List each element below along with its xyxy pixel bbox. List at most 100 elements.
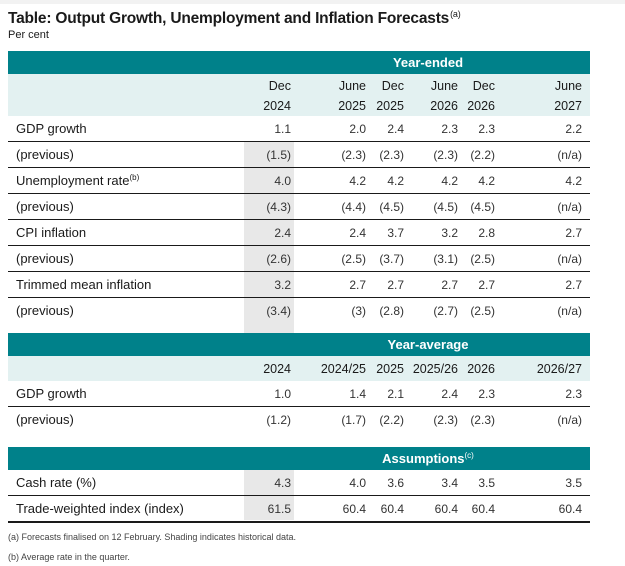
- column-header: 2025/26: [412, 362, 458, 376]
- row-label-text: Trimmed mean inflation: [16, 277, 152, 292]
- table-cell: 4.2: [387, 174, 404, 188]
- year-ended-band: Year-ended: [8, 51, 590, 74]
- column-header: June 2027: [554, 76, 582, 116]
- table-cell: 3.2: [441, 226, 458, 240]
- table-cell: (n/a): [557, 148, 582, 162]
- units-subtitle: Per cent: [8, 29, 49, 41]
- row-label-text: (previous): [16, 303, 74, 318]
- table-row: GDP growth 1.1 2.0 2.4 2.3 2.3 2.2: [8, 116, 590, 142]
- table-cell: (3.7): [379, 252, 404, 266]
- table-cell: 2.7: [441, 278, 458, 292]
- table-cell: (n/a): [557, 304, 582, 318]
- column-header: 2026/27: [536, 362, 582, 376]
- year-average-header: 2024 2024/25 2025 2025/26 2026 2026/27: [8, 356, 590, 381]
- table-cell: 4.2: [565, 174, 582, 188]
- column-header: June 2025: [338, 76, 366, 116]
- table-cell: (2.6): [266, 252, 291, 266]
- table-cell: (2.2): [470, 148, 495, 162]
- column-header: June 2026: [430, 76, 458, 116]
- table-cell: (n/a): [557, 413, 582, 427]
- table-row: (previous) (2.6) (2.5) (3.7) (3.1) (2.5) (n/a): [8, 246, 590, 272]
- row-label-text: Unemployment rate: [16, 173, 130, 188]
- row-label: (previous): [16, 251, 74, 266]
- table-cell: (n/a): [557, 252, 582, 266]
- table-cell: 1.0: [274, 387, 291, 401]
- row-label: GDP growth: [16, 121, 87, 136]
- table-cell: (4.5): [433, 200, 458, 214]
- assumptions-label: Assumptions(c): [378, 451, 478, 466]
- table-cell: (2.2): [379, 413, 404, 427]
- column-header: 2024: [263, 362, 291, 376]
- table-cell: 2.3: [565, 387, 582, 401]
- table-cell: (3.4): [266, 304, 291, 318]
- table-cell: 1.4: [349, 387, 366, 401]
- title-footnote-marker: (a): [450, 9, 461, 19]
- table-row: (previous) (4.3) (4.4) (4.5) (4.5) (4.5) (n/a): [8, 194, 590, 220]
- table-cell: (4.4): [341, 200, 366, 214]
- table-cell: (n/a): [557, 200, 582, 214]
- table-cell: (2.3): [379, 148, 404, 162]
- table-cell: (1.2): [266, 413, 291, 427]
- row-footnote-marker: (b): [129, 173, 140, 182]
- footnote-b: (b) Average rate in the quarter.: [8, 552, 130, 562]
- row-label-text: (previous): [16, 199, 74, 214]
- table-cell: (2.3): [433, 413, 458, 427]
- column-header-period: Dec: [268, 79, 291, 93]
- row-label-text: GDP growth: [16, 386, 87, 401]
- table-cell: 3.2: [274, 278, 291, 292]
- row-label: Unemployment rate(b): [16, 173, 139, 188]
- table-title: Table: Output Growth, Unemployment and I…: [8, 9, 461, 28]
- table-row: CPI inflation 2.4 2.4 3.7 3.2 2.8 2.7: [8, 220, 590, 246]
- table-cell: 3.4: [441, 476, 458, 490]
- table-row: Cash rate (%) 4.3 4.0 3.6 3.4 3.5 3.5: [8, 470, 590, 496]
- table-cell: 4.2: [441, 174, 458, 188]
- table-cell: 60.4: [380, 502, 404, 516]
- column-header-year: 2027: [554, 99, 582, 113]
- column-header-period: June: [554, 79, 582, 93]
- table-cell: 4.0: [349, 476, 366, 490]
- table-cell: 2.7: [349, 278, 366, 292]
- table-cell: (4.5): [379, 200, 404, 214]
- table-cell: (1.7): [341, 413, 366, 427]
- column-header-period: Dec: [472, 79, 495, 93]
- table-cell: (2.7): [433, 304, 458, 318]
- year-average-band: Year-average: [8, 333, 590, 356]
- table-cell: (1.5): [266, 148, 291, 162]
- row-label: (previous): [16, 412, 74, 427]
- table-cell: 4.2: [478, 174, 495, 188]
- table-cell: (2.5): [470, 252, 495, 266]
- table-cell: 4.0: [274, 174, 291, 188]
- table-row: GDP growth 1.0 1.4 2.1 2.4 2.3 2.3: [8, 381, 590, 407]
- table-cell: 4.2: [349, 174, 366, 188]
- row-label: GDP growth: [16, 386, 87, 401]
- assumptions-footnote-marker: (c): [464, 451, 474, 460]
- row-label-text: GDP growth: [16, 121, 87, 136]
- footnote-a: (a) Forecasts finalised on 12 February. …: [8, 532, 296, 542]
- table-cell: (3): [351, 304, 366, 318]
- table-cell: 60.4: [558, 502, 582, 516]
- table-cell: 2.4: [441, 387, 458, 401]
- table-cell: 61.5: [267, 502, 291, 516]
- table-cell: 60.4: [434, 502, 458, 516]
- column-header-period: Dec: [381, 79, 404, 93]
- column-header-year: 2025: [338, 99, 366, 113]
- row-label-text: (previous): [16, 412, 74, 427]
- table-cell: 2.7: [565, 278, 582, 292]
- table-cell: 60.4: [342, 502, 366, 516]
- row-label: Trade-weighted index (index): [16, 501, 184, 516]
- row-label: (previous): [16, 303, 74, 318]
- column-header: 2025: [376, 362, 404, 376]
- assumptions-band: Assumptions(c): [8, 447, 590, 470]
- row-label: CPI inflation: [16, 225, 86, 240]
- column-header-year: 2026: [467, 99, 495, 113]
- table-cell: 2.7: [478, 278, 495, 292]
- row-label: (previous): [16, 147, 74, 162]
- year-average-label: Year-average: [387, 337, 469, 352]
- table-cell: (2.8): [379, 304, 404, 318]
- column-header: 2026: [467, 362, 495, 376]
- table-cell: 3.5: [478, 476, 495, 490]
- column-header: Dec 2025: [376, 76, 404, 116]
- table-cell: (2.5): [341, 252, 366, 266]
- assumptions-rows: Cash rate (%) 4.3 4.0 3.6 3.4 3.5 3.5 Trade-wei…: [8, 470, 590, 523]
- column-header-period: June: [430, 79, 458, 93]
